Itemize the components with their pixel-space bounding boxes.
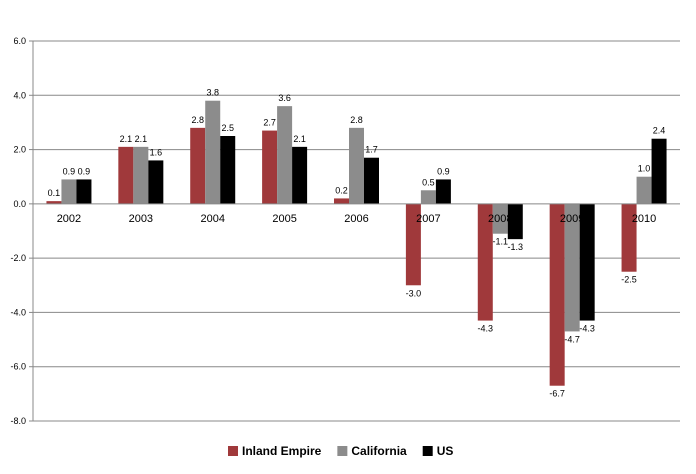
data-label-us-2008: -1.3 (508, 242, 524, 252)
y-tick-label: 4.0 (13, 90, 26, 100)
y-tick-label: 2.0 (13, 145, 26, 155)
data-label-us-2005: 2.1 (293, 134, 306, 144)
y-axis-ticks: 6.0 4.0 2.0 0.0 -2.0 -4.0 -6.0 -8.0 (10, 36, 33, 426)
data-label-us-2006: 1.7 (365, 145, 378, 155)
data-label-us-2010: 2.4 (653, 126, 666, 136)
bar-inland-empire-2003 (118, 146, 134, 204)
data-label-us-2003: 1.6 (150, 147, 163, 157)
y-tick-label: -8.0 (10, 416, 26, 426)
bar-inland-empire-2007 (405, 203, 421, 286)
bar-california-2009 (564, 203, 580, 332)
data-label-inland-empire-2002: 0.1 (48, 188, 61, 198)
legend-label-inland-empire: Inland Empire (242, 444, 322, 458)
bar-inland-empire-2010 (621, 203, 637, 272)
bar-inland-empire-2006 (334, 198, 349, 204)
y-tick-label: -4.0 (10, 307, 26, 317)
bar-california-2010 (636, 176, 652, 204)
y-tick-label: -2.0 (10, 253, 26, 263)
category-label-2009: 2009 (560, 213, 584, 225)
bar-us-2008 (507, 203, 523, 240)
data-label-california-2008: -1.1 (493, 237, 509, 247)
y-tick-label: -6.0 (10, 362, 26, 372)
bar-inland-empire-2008 (477, 203, 493, 321)
data-label-inland-empire-2007: -3.0 (406, 288, 422, 298)
bar-us-2010 (651, 138, 667, 204)
category-label-2010: 2010 (632, 213, 656, 225)
category-labels: 2002 2003 2004 2005 2006 2007 2008 2009 2010 (57, 213, 657, 225)
legend-swatch-inland-empire (228, 446, 238, 456)
bar-california-2006 (349, 127, 364, 204)
data-label-california-2004: 3.8 (206, 88, 219, 98)
category-label-2005: 2005 (272, 213, 296, 225)
bar-california-2008 (492, 203, 508, 234)
category-label-2002: 2002 (57, 213, 81, 225)
category-label-2007: 2007 (416, 213, 440, 225)
bar-us-2004 (220, 136, 236, 204)
bar-us-2003 (148, 160, 164, 204)
legend-label-us: US (437, 444, 454, 458)
bar-us-2005 (292, 146, 308, 204)
data-label-inland-empire-2003: 2.1 (120, 134, 133, 144)
data-label-inland-empire-2008: -4.3 (478, 324, 494, 334)
legend-swatch-california (337, 446, 348, 456)
data-label-us-2004: 2.5 (221, 123, 234, 133)
bar-us-2006 (364, 157, 379, 204)
bar-california-2007 (420, 190, 436, 204)
bar-california-2003 (133, 146, 149, 204)
bar-california-2004 (205, 100, 221, 204)
category-label-2006: 2006 (344, 213, 368, 225)
bar-inland-empire-2009 (549, 203, 565, 386)
bar-inland-empire-2002 (46, 201, 62, 204)
data-label-us-2009: -4.3 (579, 324, 595, 334)
legend-swatch-us (422, 446, 433, 456)
y-tick-label: 6.0 (13, 36, 26, 46)
bar-us-2009 (579, 203, 595, 321)
data-label-inland-empire-2006: 0.2 (335, 185, 348, 195)
category-label-2008: 2008 (488, 213, 512, 225)
bar-california-2005 (277, 106, 293, 204)
data-label-inland-empire-2005: 2.7 (263, 118, 276, 128)
legend: Inland Empire California US (228, 444, 453, 458)
data-label-inland-empire-2010: -2.5 (621, 275, 637, 285)
y-tick-label: 0.0 (13, 199, 26, 209)
bar-california-2002 (61, 179, 77, 204)
data-labels: 0.10.9 0.92.1 2.11.62.83.82.52.73.62.10.22… (48, 88, 666, 399)
bar-us-2007 (435, 179, 451, 204)
data-label-california-2009: -4.7 (564, 334, 580, 344)
data-label-inland-empire-2004: 2.8 (191, 115, 204, 125)
bar-inland-empire-2004 (190, 127, 206, 204)
category-label-2003: 2003 (129, 213, 153, 225)
bars (46, 100, 667, 386)
data-label-inland-empire-2009: -6.7 (549, 389, 565, 399)
data-label-us-2007: 0.9 (437, 166, 450, 176)
category-label-2004: 2004 (200, 213, 224, 225)
data-label-california-2002: 0.9 (63, 166, 76, 176)
bar-us-2002 (76, 179, 92, 204)
legend-label-california: California (351, 444, 407, 458)
data-label-us-2002: 0.9 (78, 166, 91, 176)
data-label-california-2007: 0.5 (422, 177, 435, 187)
data-label-california-2006: 2.8 (350, 115, 363, 125)
bar-inland-empire-2005 (262, 130, 278, 204)
data-label-california-2003: 2.1 (135, 134, 148, 144)
data-label-california-2010: 1.0 (638, 164, 651, 174)
data-label-california-2005: 3.6 (278, 93, 291, 103)
